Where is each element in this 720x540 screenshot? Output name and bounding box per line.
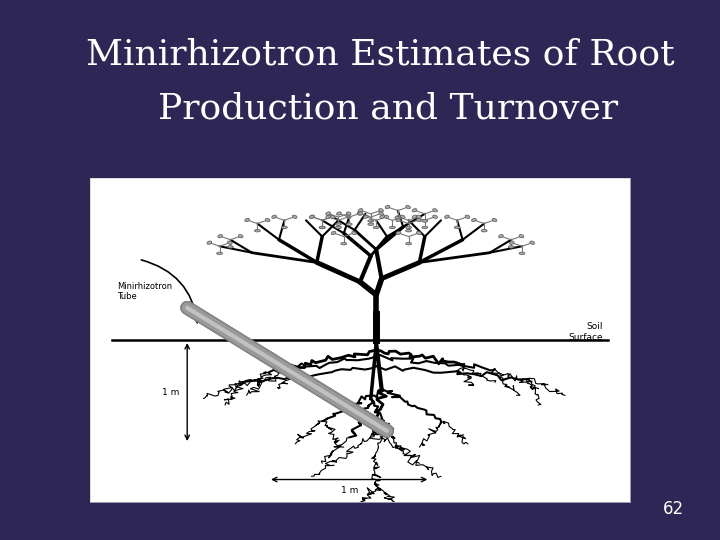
Ellipse shape — [217, 234, 222, 238]
Text: Minirhizotron Estimates of Root: Minirhizotron Estimates of Root — [86, 38, 675, 72]
Ellipse shape — [385, 205, 390, 208]
Ellipse shape — [406, 205, 410, 208]
Ellipse shape — [357, 212, 362, 215]
Ellipse shape — [422, 226, 428, 229]
Ellipse shape — [310, 215, 314, 218]
Ellipse shape — [325, 212, 330, 215]
Ellipse shape — [384, 215, 389, 218]
Ellipse shape — [336, 223, 341, 226]
Ellipse shape — [228, 246, 233, 248]
Text: Soil
Surface: Soil Surface — [568, 322, 603, 342]
Ellipse shape — [358, 208, 363, 212]
Text: 45°: 45° — [222, 333, 235, 339]
Ellipse shape — [254, 230, 261, 232]
Ellipse shape — [444, 215, 449, 218]
Ellipse shape — [405, 230, 412, 232]
Ellipse shape — [509, 241, 514, 244]
Text: 1 m: 1 m — [341, 486, 358, 495]
Ellipse shape — [405, 242, 412, 245]
Ellipse shape — [390, 226, 395, 229]
Ellipse shape — [341, 242, 347, 245]
Ellipse shape — [364, 215, 368, 218]
Ellipse shape — [508, 246, 514, 248]
Ellipse shape — [530, 241, 535, 244]
Ellipse shape — [465, 215, 470, 218]
Ellipse shape — [331, 231, 336, 234]
Ellipse shape — [266, 218, 270, 221]
Ellipse shape — [346, 223, 352, 226]
Ellipse shape — [368, 220, 374, 222]
Ellipse shape — [373, 226, 379, 229]
Ellipse shape — [395, 217, 401, 219]
Ellipse shape — [433, 208, 438, 212]
Ellipse shape — [519, 234, 524, 238]
Ellipse shape — [379, 212, 384, 215]
Ellipse shape — [358, 212, 363, 215]
Ellipse shape — [405, 226, 412, 229]
Ellipse shape — [454, 226, 460, 229]
Ellipse shape — [271, 215, 276, 218]
Ellipse shape — [417, 218, 421, 221]
Ellipse shape — [498, 234, 503, 238]
Ellipse shape — [325, 215, 330, 218]
Ellipse shape — [228, 241, 233, 244]
Ellipse shape — [319, 226, 325, 229]
Ellipse shape — [245, 218, 249, 221]
Ellipse shape — [330, 215, 335, 218]
Ellipse shape — [417, 231, 421, 234]
Ellipse shape — [207, 241, 212, 244]
Ellipse shape — [292, 215, 297, 218]
Ellipse shape — [352, 231, 356, 234]
Ellipse shape — [396, 218, 400, 221]
Ellipse shape — [368, 223, 374, 226]
Ellipse shape — [282, 226, 287, 229]
Text: Production and Turnover: Production and Turnover — [158, 92, 618, 126]
Ellipse shape — [346, 215, 351, 218]
Ellipse shape — [330, 215, 335, 218]
Ellipse shape — [481, 230, 487, 232]
Ellipse shape — [400, 215, 405, 218]
Ellipse shape — [422, 220, 428, 222]
Ellipse shape — [412, 208, 417, 212]
Ellipse shape — [472, 218, 476, 221]
Ellipse shape — [336, 226, 341, 229]
Ellipse shape — [217, 252, 222, 255]
Ellipse shape — [238, 234, 243, 238]
Ellipse shape — [396, 215, 400, 218]
Ellipse shape — [319, 226, 325, 229]
Text: Minirhizotron
Tube: Minirhizotron Tube — [117, 282, 172, 301]
Ellipse shape — [379, 208, 384, 212]
Text: 1 m: 1 m — [162, 388, 179, 396]
Ellipse shape — [519, 252, 525, 255]
Ellipse shape — [379, 215, 384, 218]
Ellipse shape — [310, 215, 314, 218]
Ellipse shape — [336, 212, 341, 215]
Ellipse shape — [412, 215, 417, 218]
Ellipse shape — [417, 215, 421, 218]
Text: 62: 62 — [663, 501, 684, 518]
Ellipse shape — [492, 218, 497, 221]
Ellipse shape — [433, 215, 438, 218]
Ellipse shape — [396, 231, 400, 234]
Ellipse shape — [346, 212, 351, 215]
